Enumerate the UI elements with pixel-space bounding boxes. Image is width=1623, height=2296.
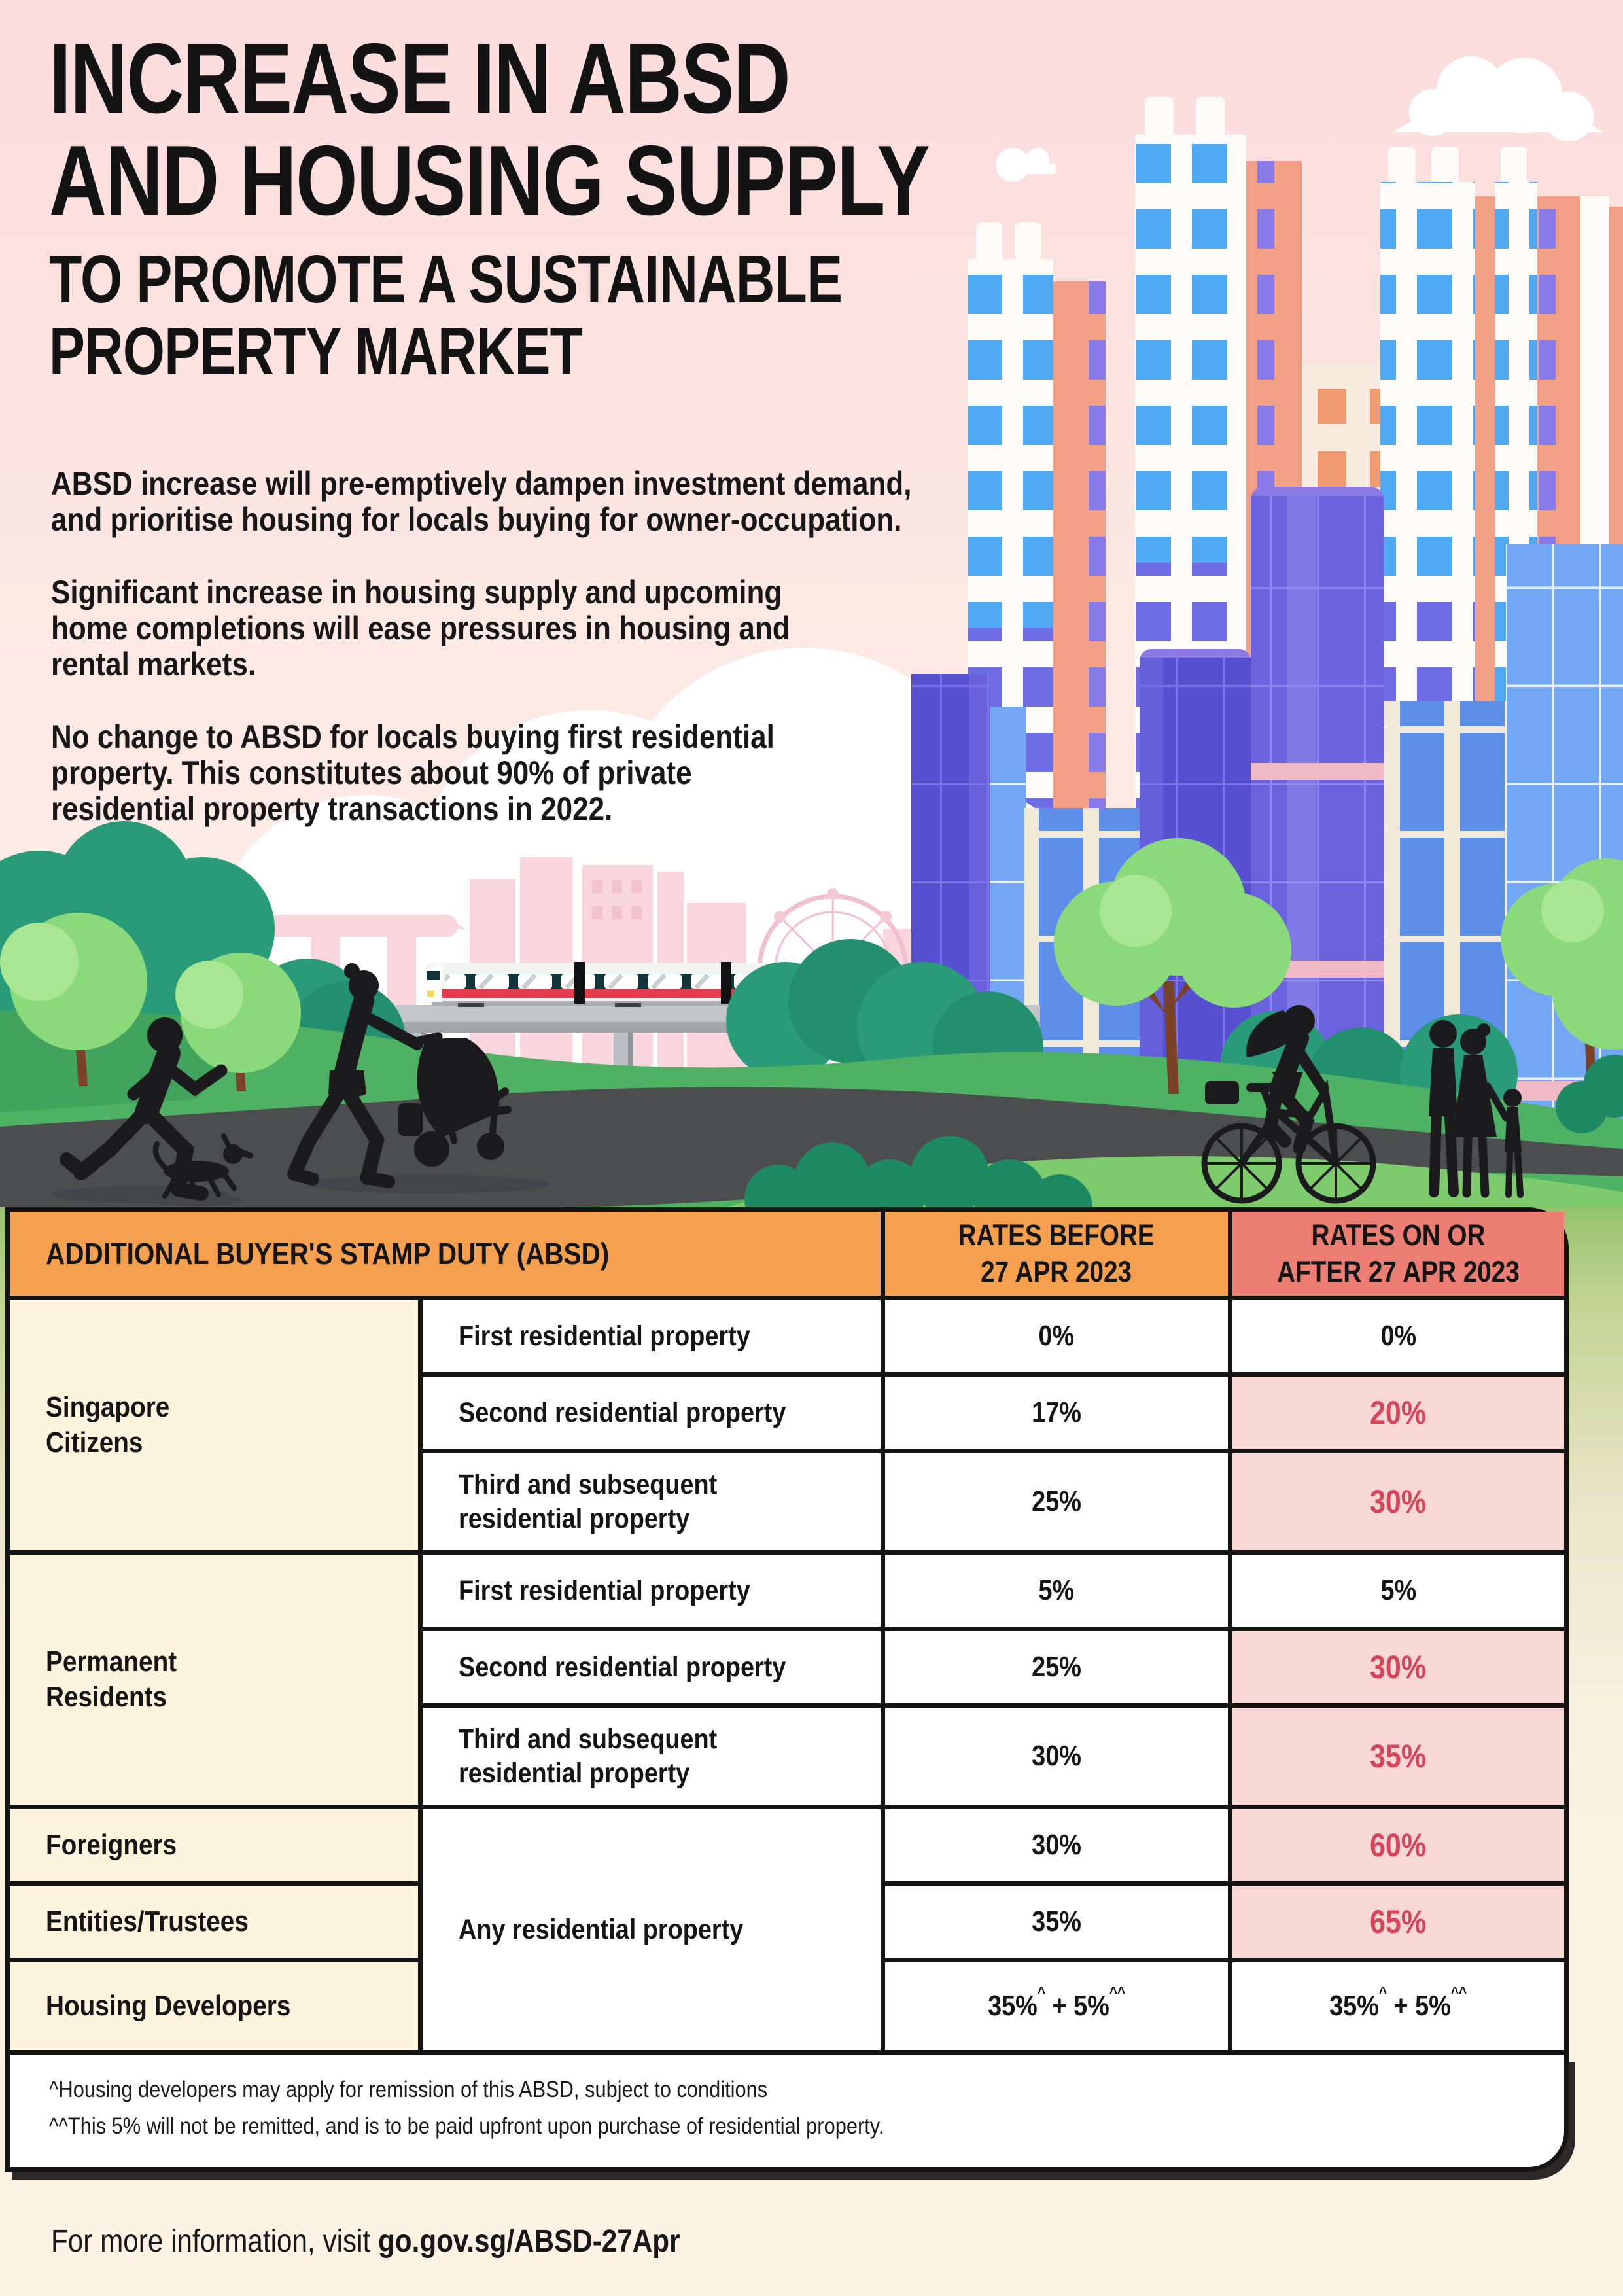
subtitle-line-2: PROPERTY MARKET: [49, 313, 583, 389]
footnote-box: ^Housing developers may apply for remiss…: [5, 2055, 1569, 2172]
tree-left-2: [175, 953, 301, 1091]
intro-paragraphs: ABSD increase will pre-emptively dampen …: [51, 465, 912, 827]
tree-right-1: [1054, 838, 1291, 1094]
title-block: INCREASE IN ABSD AND HOUSING SUPPLY TO P…: [49, 27, 1149, 387]
subtitle-line-1: TO PROMOTE A SUSTAINABLE: [49, 241, 843, 317]
category-housing-developers: Housing Developers: [10, 1962, 418, 2050]
row-label: Second residential property: [423, 1631, 881, 1703]
col-header-rates-before: RATES BEFORE 27 APR 2023: [885, 1212, 1228, 1296]
row-label-any-residential: Any residential property: [423, 1809, 881, 2050]
park-city-illustration: [0, 0, 1623, 1207]
stroller-icon: [398, 1032, 512, 1167]
row-label: Second residential property: [423, 1377, 881, 1449]
rate-after-increased: 20%: [1232, 1377, 1564, 1449]
col-header-rates-after: RATES ON OR AFTER 27 APR 2023: [1232, 1212, 1564, 1296]
title-line-1: INCREASE IN ABSD: [49, 23, 791, 134]
footer-link: go.gov.sg/ABSD-27Apr: [377, 2224, 680, 2259]
category-entities-trustees: Entities/Trustees: [10, 1886, 418, 1958]
rate-after-increased: 35%: [1232, 1708, 1564, 1805]
footer-text: For more information, visit: [51, 2224, 378, 2259]
row-label: First residential property: [423, 1300, 881, 1372]
tree-right-2: [1501, 858, 1623, 1086]
rate-before: 17%: [885, 1377, 1228, 1449]
rate-before-housing-developers: 35%^ + 5%^^: [885, 1962, 1228, 2050]
category-foreigners: Foreigners: [10, 1809, 418, 1881]
stroller-person-silhouette: [287, 963, 423, 1188]
rate-before: 0%: [885, 1300, 1228, 1372]
rate-after-increased: 30%: [1232, 1453, 1564, 1550]
rate-before: 5%: [885, 1555, 1228, 1627]
rate-after-increased: 65%: [1232, 1886, 1564, 1958]
rate-after: 5%: [1232, 1555, 1564, 1627]
footnote-2: ^^This 5% will not be remitted, and is t…: [49, 2113, 884, 2139]
family-silhouette: [1429, 1020, 1524, 1198]
row-label: Third and subsequent residential propert…: [423, 1708, 881, 1805]
rate-after-increased: 30%: [1232, 1631, 1564, 1703]
absd-rates-table: ADDITIONAL BUYER'S STAMP DUTY (ABSD) RAT…: [5, 1207, 1569, 2055]
rate-before: 25%: [885, 1631, 1228, 1703]
rate-before: 25%: [885, 1453, 1228, 1550]
cloud-icon: [996, 56, 1604, 182]
title-line-2: AND HOUSING SUPPLY: [49, 125, 930, 236]
row-label: First residential property: [423, 1555, 881, 1627]
rate-after: 0%: [1232, 1300, 1564, 1372]
rate-before: 30%: [885, 1708, 1228, 1805]
tree-left-1: [0, 913, 147, 1086]
category-permanent-residents: Permanent Residents: [10, 1555, 418, 1805]
table-title: ADDITIONAL BUYER'S STAMP DUTY (ABSD): [10, 1212, 881, 1296]
trees: [0, 838, 1623, 1094]
dog-silhouette: [152, 1133, 253, 1200]
footnote-1: ^Housing developers may apply for remiss…: [49, 2077, 768, 2102]
rate-before: 35%: [885, 1886, 1228, 1958]
cyclist-silhouette: [1201, 1005, 1376, 1204]
bushes-foreground: [744, 1055, 1623, 1207]
footer-info: For more information, visit go.gov.sg/AB…: [51, 2223, 766, 2259]
rate-before: 30%: [885, 1809, 1228, 1881]
category-singapore-citizens: Singapore Citizens: [10, 1300, 418, 1550]
row-label: Third and subsequent residential propert…: [423, 1453, 881, 1550]
rate-after-housing-developers: 35%^ + 5%^^: [1232, 1962, 1564, 2050]
rate-after-increased: 60%: [1232, 1809, 1564, 1881]
